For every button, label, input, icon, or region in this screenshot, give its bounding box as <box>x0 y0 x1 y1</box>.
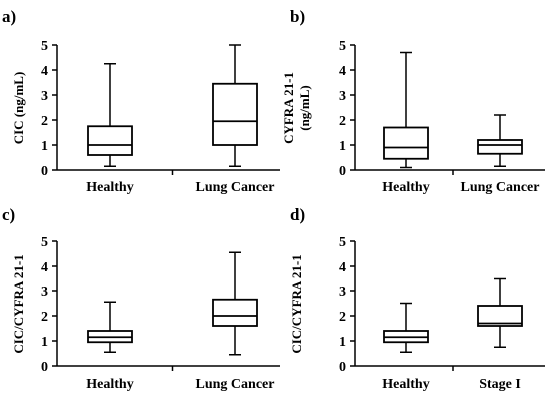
panel-letter: d) <box>290 205 305 224</box>
y-tick-label: 4 <box>41 260 48 275</box>
chart-panel-a: a) 0 1 2 3 4 5 Healthy Lung Cancer CIC (ng/mL) <box>2 7 280 195</box>
category-label: Healthy <box>382 180 429 195</box>
y-axis-title: CIC (ng/mL) <box>11 72 26 145</box>
box-lung-cancer <box>477 114 523 167</box>
category-label: Lung Cancer <box>196 180 275 195</box>
y-tick-label: 1 <box>339 335 346 350</box>
category-label: Lung Cancer <box>196 377 275 392</box>
y-axis-title: CIC/CYFRA 21-1 <box>289 254 304 353</box>
y-tick-label: 1 <box>41 335 48 350</box>
panel-letter: b) <box>290 7 305 26</box>
box-healthy <box>383 51 429 169</box>
y-tick-label: 4 <box>339 64 346 79</box>
y-tick-label: 1 <box>41 139 48 154</box>
y-tick-label: 2 <box>41 114 48 129</box>
box-lung-cancer <box>212 44 258 167</box>
y-tick-label: 2 <box>339 114 346 129</box>
chart-panel-d: d) 0 1 2 3 4 5 Healthy Stage I CIC/CYFRA 21-1 <box>289 205 545 392</box>
box-stage-i <box>477 277 523 348</box>
y-tick-label: 3 <box>339 285 346 300</box>
iqr-box <box>477 305 523 327</box>
y-axis-title-line: CIC/CYFRA 21-1 <box>11 254 26 353</box>
y-axis-title-line: CIC/CYFRA 21-1 <box>289 254 304 353</box>
y-axis-title-line: CYFRA 21-1 <box>281 72 296 144</box>
iqr-box <box>477 139 523 155</box>
box-healthy <box>87 301 133 353</box>
category-label: Lung Cancer <box>461 180 540 195</box>
y-tick-label: 5 <box>339 39 346 54</box>
y-tick-label: 0 <box>339 360 346 375</box>
y-axis-title-line: CIC (ng/mL) <box>11 72 26 145</box>
box-healthy <box>383 302 429 353</box>
y-tick-label: 0 <box>41 360 48 375</box>
panel-letter: c) <box>2 205 15 224</box>
category-label: Healthy <box>86 180 133 195</box>
iqr-box <box>212 298 258 327</box>
y-tick-label: 1 <box>339 139 346 154</box>
y-tick-label: 0 <box>41 164 48 179</box>
chart-panel-b: b) 0 1 2 3 4 5 Healthy Lung Cancer CYFRA 21-1 (ng/… <box>281 7 545 195</box>
box-healthy <box>87 63 133 167</box>
box-lung-cancer <box>212 251 258 356</box>
category-label: Stage I <box>479 377 521 392</box>
y-tick-label: 4 <box>41 64 48 79</box>
y-axis-title: CIC/CYFRA 21-1 <box>11 254 26 353</box>
y-tick-label: 5 <box>339 235 346 250</box>
y-tick-label: 0 <box>339 164 346 179</box>
y-tick-label: 5 <box>41 235 48 250</box>
category-label: Healthy <box>86 377 133 392</box>
y-tick-label: 3 <box>339 89 346 104</box>
chart-panel-c: c) 0 1 2 3 4 5 Healthy Lung Cancer CIC/CYFRA 21-1 <box>2 205 280 392</box>
y-tick-label: 3 <box>41 89 48 104</box>
iqr-box <box>87 125 133 156</box>
y-tick-label: 5 <box>41 39 48 54</box>
panel-letter: a) <box>2 7 16 26</box>
iqr-box <box>212 82 258 146</box>
y-axis-title-line: (ng/mL) <box>297 85 312 131</box>
iqr-box <box>383 126 429 160</box>
y-tick-label: 4 <box>339 260 346 275</box>
y-tick-label: 2 <box>41 310 48 325</box>
y-tick-label: 3 <box>41 285 48 300</box>
y-axis-title: CYFRA 21-1 (ng/mL) <box>281 72 312 144</box>
category-label: Healthy <box>382 377 429 392</box>
y-tick-label: 2 <box>339 310 346 325</box>
